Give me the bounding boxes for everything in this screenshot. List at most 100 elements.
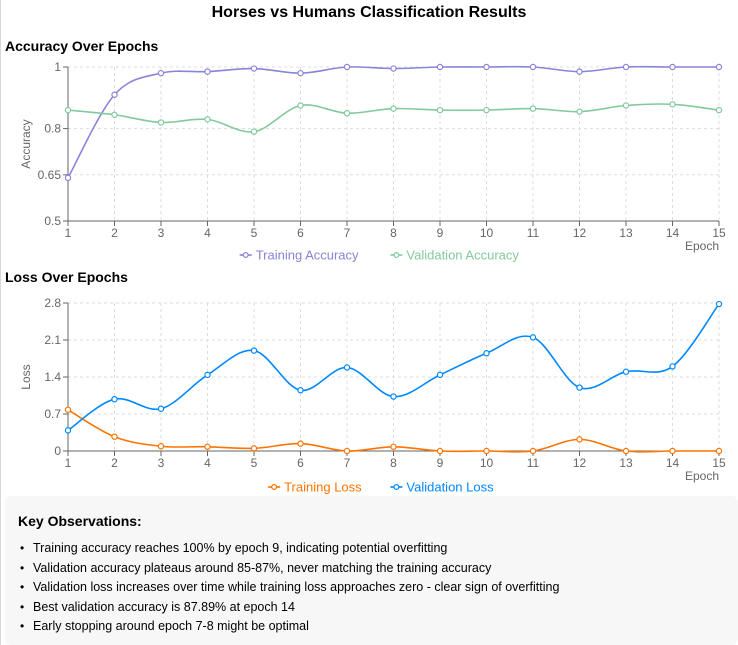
validation-accuracy-point — [715, 106, 723, 114]
training-loss-point — [111, 433, 118, 440]
validation-loss-point — [111, 395, 118, 403]
validation-accuracy-point — [576, 108, 583, 115]
validation-loss-point — [715, 300, 723, 308]
validation-loss-point — [622, 368, 630, 375]
training-loss-point — [250, 445, 258, 452]
training-accuracy-point — [250, 65, 258, 72]
x-tick-label: 13 — [619, 456, 633, 470]
x-tick-label: 1 — [65, 226, 72, 240]
x-tick-label: 11 — [527, 226, 540, 240]
y-tick-label: 0.8 — [44, 122, 61, 136]
x-tick-label: 10 — [480, 456, 494, 470]
x-axis-label: Epoch — [685, 469, 719, 483]
training-loss-point — [390, 443, 397, 450]
training-accuracy-point — [111, 91, 118, 98]
validation-accuracy-point — [436, 106, 444, 114]
validation-accuracy-point — [622, 102, 630, 109]
training-loss-point — [715, 447, 723, 455]
observation-item: Training accuracy reaches 100% by epoch … — [15, 539, 559, 559]
validation-loss-point — [483, 350, 490, 357]
legend-marker-training-accuracy — [242, 252, 249, 259]
validation-loss-point — [390, 393, 397, 400]
x-tick-label: 7 — [344, 456, 351, 470]
loss-chart-title: Loss Over Epochs — [5, 269, 128, 285]
validation-loss-point — [343, 364, 351, 371]
training-loss-point — [529, 447, 537, 455]
training-accuracy-point — [436, 63, 444, 71]
x-tick-label: 12 — [573, 226, 587, 240]
x-tick-label: 12 — [573, 456, 587, 470]
x-tick-label: 14 — [666, 456, 680, 470]
training-accuracy-point — [669, 63, 676, 71]
x-tick-label: 9 — [437, 456, 444, 470]
validation-loss-point — [436, 371, 444, 379]
observation-item: Validation loss increases over time whil… — [15, 578, 559, 598]
observation-item: Early stopping around epoch 7-8 might be… — [15, 617, 559, 637]
training-accuracy-point — [576, 68, 583, 75]
y-tick-label: 0.7 — [44, 407, 61, 421]
training-accuracy-point — [715, 63, 723, 71]
training-accuracy-point — [483, 63, 490, 71]
validation-accuracy-point — [390, 105, 397, 112]
x-tick-label: 8 — [390, 226, 397, 240]
validation-accuracy-point — [297, 102, 304, 109]
x-tick-label: 10 — [480, 226, 494, 240]
grid — [67, 66, 720, 222]
training-loss-point — [436, 447, 444, 455]
y-axis-label: Loss — [19, 364, 33, 389]
validation-loss-point — [669, 363, 676, 370]
validation-loss-point — [157, 405, 165, 412]
training-loss-point — [204, 443, 211, 450]
x-tick-label: 4 — [204, 456, 211, 470]
training-loss-point — [157, 443, 165, 450]
x-tick-label: 2 — [111, 456, 118, 470]
validation-accuracy-point — [250, 128, 258, 135]
validation-loss-point — [64, 427, 72, 434]
observation-item: Best validation accuracy is 87.89% at ep… — [15, 598, 559, 618]
x-tick-label: 11 — [527, 456, 540, 470]
page-title: Horses vs Humans Classification Results — [211, 4, 527, 21]
y-tick-label: 1 — [54, 60, 61, 74]
validation-loss-point — [576, 384, 583, 391]
x-tick-label: 15 — [712, 456, 726, 470]
validation-loss-point — [250, 347, 258, 354]
training-accuracy-point — [157, 69, 165, 77]
y-tick-label: 1.4 — [44, 370, 61, 384]
training-loss-point — [297, 440, 304, 447]
y-tick-label: 0.65 — [38, 168, 62, 182]
training-loss-point — [483, 447, 490, 455]
y-tick-label: 2.1 — [44, 333, 61, 347]
grid — [67, 302, 720, 452]
x-tick-label: 14 — [666, 226, 680, 240]
validation-accuracy-point — [669, 101, 676, 108]
training-accuracy-point — [529, 63, 537, 71]
legend-label-training-loss: Training Loss — [284, 480, 362, 495]
x-tick-label: 4 — [204, 226, 211, 240]
validation-loss-point — [297, 387, 304, 394]
x-tick-label: 3 — [158, 456, 165, 470]
x-tick-label: 15 — [712, 226, 726, 240]
x-tick-label: 7 — [344, 226, 351, 240]
validation-accuracy-point — [204, 116, 211, 123]
training-loss-point — [343, 447, 351, 455]
x-tick-label: 8 — [390, 456, 397, 470]
training-accuracy-point — [64, 174, 72, 182]
legend-label-validation-accuracy: Validation Accuracy — [406, 248, 519, 263]
validation-loss-point — [529, 334, 537, 341]
validation-accuracy-point — [529, 105, 537, 112]
x-tick-label: 5 — [251, 226, 258, 240]
validation-accuracy-point — [64, 106, 72, 114]
left-edge-line — [0, 0, 1, 645]
y-tick-label: 0 — [54, 444, 61, 458]
legend-label-validation-loss: Validation Loss — [406, 480, 494, 495]
legend-marker-validation-accuracy — [393, 252, 400, 259]
training-accuracy-point — [297, 69, 304, 77]
training-accuracy-point — [622, 63, 630, 71]
training-accuracy-point — [204, 68, 211, 75]
x-tick-label: 13 — [619, 226, 633, 240]
training-accuracy-point — [390, 65, 397, 72]
training-loss-point — [669, 447, 676, 455]
observation-item: Validation accuracy plateaus around 85-8… — [15, 559, 559, 579]
training-loss-point — [576, 436, 583, 443]
x-tick-label: 1 — [65, 456, 72, 470]
